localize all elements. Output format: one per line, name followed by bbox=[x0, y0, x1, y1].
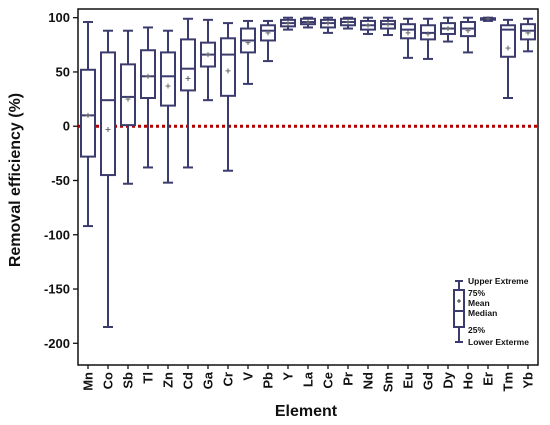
x-tick-label: Nd bbox=[361, 372, 376, 389]
box-er bbox=[480, 16, 496, 22]
x-tick-label: Tm bbox=[501, 372, 516, 392]
box-ho bbox=[460, 16, 476, 54]
x-tick-label: Pb bbox=[261, 372, 276, 389]
x-tick-label: La bbox=[301, 371, 316, 387]
box-cd bbox=[180, 17, 196, 169]
y-tick-label: 0 bbox=[63, 119, 70, 134]
box-sm bbox=[380, 16, 396, 37]
legend-label-lower-extreme: Lower Exterme bbox=[468, 337, 529, 347]
x-tick-label: Cd bbox=[181, 372, 196, 389]
iqr-box bbox=[180, 38, 196, 92]
legend-label-25: 25% bbox=[468, 325, 485, 335]
box-pb bbox=[260, 19, 276, 63]
x-tick-label: Dy bbox=[441, 371, 456, 388]
box-zn bbox=[160, 29, 176, 184]
box-ga bbox=[200, 18, 216, 102]
box-v bbox=[240, 19, 256, 85]
box-cr bbox=[220, 22, 236, 172]
x-tick-label: Ce bbox=[321, 372, 336, 389]
box-pr bbox=[340, 16, 356, 30]
x-axis-title: Element bbox=[275, 403, 338, 420]
box-nd bbox=[360, 16, 376, 35]
legend-label-mean: Mean bbox=[468, 298, 490, 308]
x-tick-label: Ga bbox=[201, 371, 216, 389]
box-tl bbox=[140, 26, 156, 169]
y-axis-title: Removal efficiency (%) bbox=[7, 93, 24, 267]
x-axis: Mn Co Sb Tl Zn Cd Ga Cr V Pb Y La Ce Pr Nd Sm Eu Gd Dy Ho Er… bbox=[81, 365, 536, 392]
y-tick-label: -50 bbox=[51, 173, 70, 188]
x-tick-label: Yb bbox=[521, 372, 536, 389]
x-tick-label: Ho bbox=[461, 372, 476, 389]
x-tick-label: Y bbox=[281, 372, 296, 381]
x-tick-label: Mn bbox=[81, 372, 96, 391]
y-tick-label: -150 bbox=[44, 282, 70, 297]
box-mn bbox=[80, 21, 96, 228]
box-y bbox=[280, 16, 296, 31]
x-tick-label: Cr bbox=[221, 372, 236, 386]
box-eu bbox=[400, 17, 416, 59]
box-tm bbox=[500, 18, 516, 99]
x-tick-label: Eu bbox=[401, 372, 416, 389]
box-dy bbox=[440, 16, 456, 43]
x-tick-label: Pr bbox=[341, 372, 356, 386]
y-tick-label: 100 bbox=[48, 10, 70, 25]
y-tick-label: -200 bbox=[44, 336, 70, 351]
box-co bbox=[100, 29, 116, 329]
legend-label-median: Median bbox=[468, 308, 497, 318]
iqr-box bbox=[120, 63, 136, 127]
legend-label-upper-extreme: Upper Extreme bbox=[468, 276, 529, 286]
box-sb bbox=[120, 29, 136, 185]
x-tick-label: Sb bbox=[121, 372, 136, 389]
y-tick-label: -100 bbox=[44, 227, 70, 242]
iqr-box bbox=[160, 51, 176, 107]
iqr-box bbox=[100, 51, 116, 177]
x-tick-label: V bbox=[241, 372, 256, 381]
y-tick-label: 50 bbox=[56, 64, 70, 79]
x-tick-label: Co bbox=[101, 372, 116, 389]
x-tick-label: Gd bbox=[421, 372, 436, 390]
legend-label-75: 75% bbox=[468, 288, 485, 298]
x-tick-label: Zn bbox=[161, 372, 176, 388]
legend-box bbox=[453, 289, 465, 328]
box-series bbox=[80, 16, 536, 329]
x-tick-label: Tl bbox=[141, 372, 156, 384]
box-gd bbox=[420, 17, 436, 60]
box-la bbox=[300, 16, 316, 29]
x-tick-label: Er bbox=[481, 372, 496, 386]
box-ce bbox=[320, 16, 336, 34]
iqr-box bbox=[500, 24, 516, 58]
iqr-box bbox=[220, 37, 236, 97]
box-yb bbox=[520, 17, 536, 53]
y-axis: 100 50 0 -50 -100 -150 -200 bbox=[44, 10, 78, 351]
x-tick-label: Sm bbox=[381, 372, 396, 392]
